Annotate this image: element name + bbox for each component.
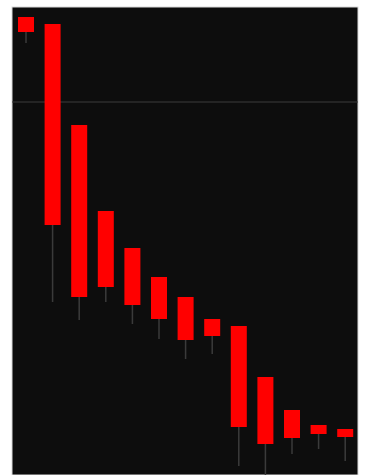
candle-body-12 <box>310 425 327 434</box>
candle-body-3 <box>71 125 88 297</box>
candle-body-9 <box>230 326 247 427</box>
bodies-layer <box>18 17 354 444</box>
candle-body-8 <box>204 319 221 336</box>
candle-body-11 <box>284 410 300 438</box>
chart-background <box>11 6 359 475</box>
candle-body-4 <box>97 211 114 287</box>
candle-body-6 <box>151 277 167 319</box>
candle-body-1 <box>18 17 34 32</box>
candle-body-10 <box>257 377 274 444</box>
candle-body-5 <box>124 248 141 305</box>
candle-body-7 <box>177 297 194 340</box>
candle-body-2 <box>44 24 61 225</box>
candle-body-13 <box>337 429 354 437</box>
